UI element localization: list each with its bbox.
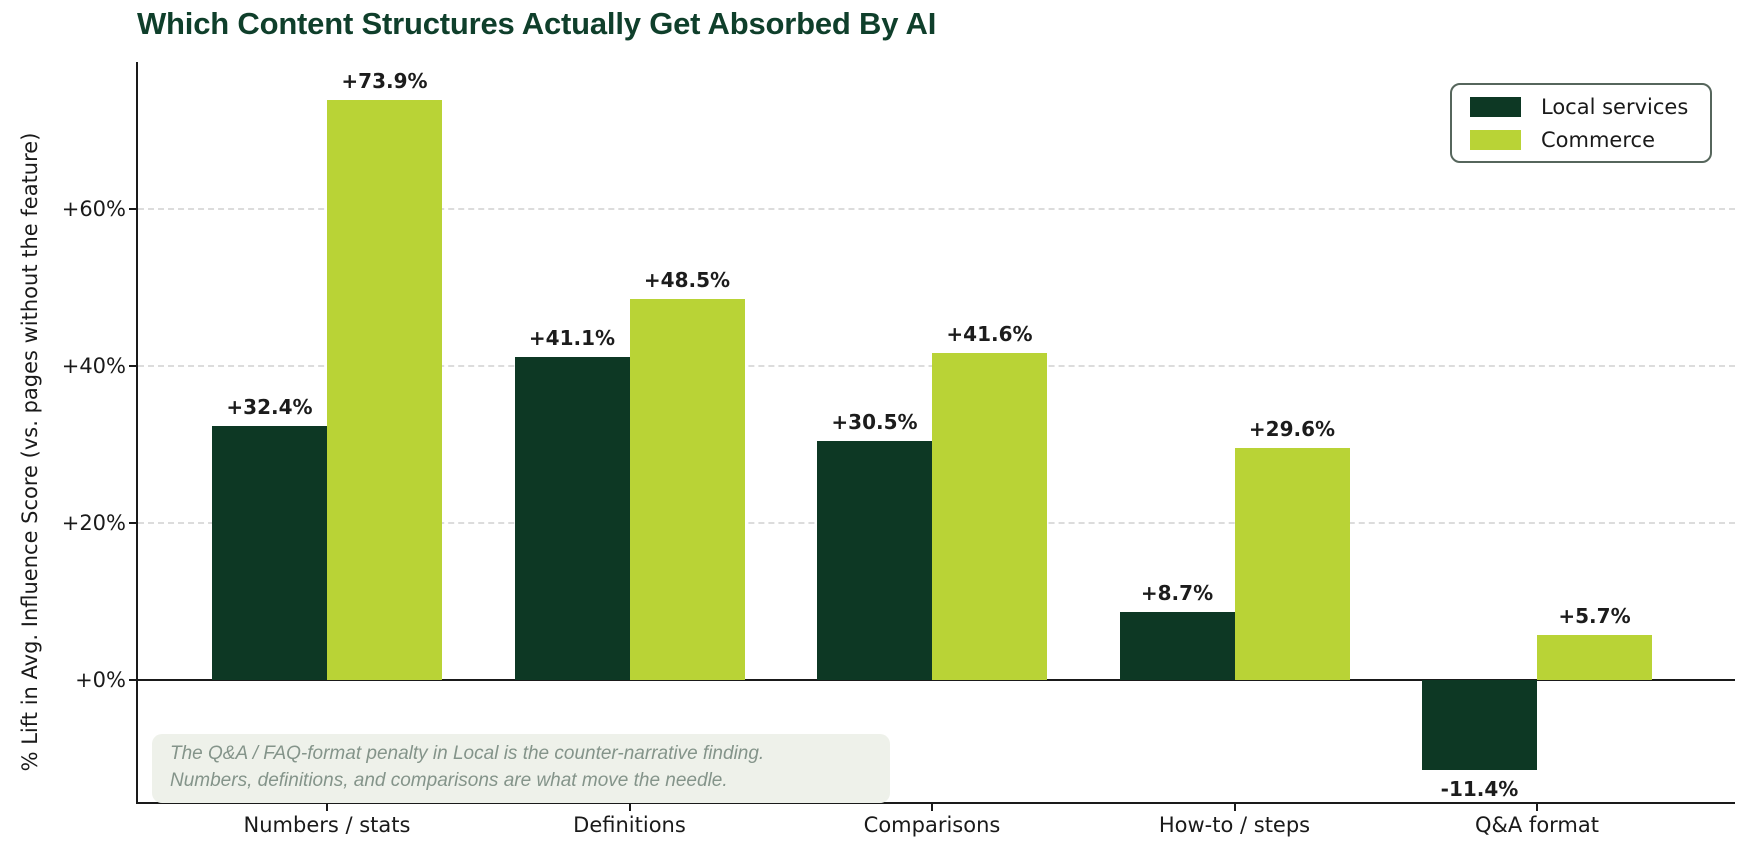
x-tick-label: Q&A format (1474, 813, 1599, 837)
value-label: +30.5% (831, 409, 918, 434)
value-label: +8.7% (1140, 580, 1214, 605)
zero-line (138, 679, 1735, 682)
annotation-box: The Q&A / FAQ-format penalty in Local is… (152, 734, 890, 803)
bar-local-services-2 (817, 440, 932, 681)
bar-local-services-1 (514, 357, 630, 681)
bar-commerce-3 (1234, 447, 1350, 681)
bar-commerce-1 (629, 299, 745, 681)
x-tick (326, 802, 328, 811)
y-tick-label: +60% (61, 196, 126, 221)
x-tick (1233, 802, 1236, 811)
legend-item-local-services: Local services (1470, 95, 1710, 119)
x-tick (931, 802, 933, 811)
bar-local-services-3 (1119, 611, 1235, 681)
value-label: +41.6% (946, 322, 1033, 347)
value-label: +32.4% (226, 394, 313, 419)
y-tick (129, 207, 138, 210)
bar-commerce-2 (932, 353, 1047, 681)
bar-local-services-0 (212, 425, 327, 681)
x-tick (1536, 802, 1538, 811)
x-tick-label: Numbers / stats (243, 813, 411, 837)
y-tick-label: +40% (61, 354, 126, 378)
legend-swatch-commerce (1470, 129, 1521, 150)
bar-commerce-4 (1537, 635, 1652, 681)
x-tick-label: Comparisons (863, 813, 1001, 837)
value-label: +29.6% (1248, 416, 1336, 441)
left-spine (136, 62, 138, 804)
value-label: +48.5% (643, 268, 731, 293)
x-tick-label: How-to / steps (1158, 813, 1311, 837)
value-label: -11.4% (1440, 776, 1519, 801)
value-label: +41.1% (528, 326, 616, 351)
legend-swatch-local-services (1470, 96, 1521, 117)
value-label: +5.7% (1558, 604, 1631, 629)
y-tick (129, 365, 138, 367)
legend-label: Commerce (1541, 127, 1655, 152)
legend: Local services Commerce (1450, 83, 1712, 163)
annotation-line-2: Numbers, definitions, and comparisons ar… (170, 769, 728, 791)
y-tick-label: +20% (61, 511, 126, 536)
annotation-line-1: The Q&A / FAQ-format penalty in Local is… (170, 743, 765, 764)
legend-label: Local services (1541, 94, 1689, 119)
gridline (138, 207, 1735, 210)
y-tick-label: +0% (75, 668, 126, 693)
x-tick-label: Definitions (573, 813, 686, 837)
chart-title: Which Content Structures Actually Get Ab… (137, 6, 937, 41)
legend-item-commerce: Commerce (1470, 128, 1710, 152)
bottom-spine (136, 802, 1735, 804)
bar-local-services-4 (1422, 680, 1537, 770)
bar-commerce-0 (327, 99, 442, 681)
x-tick (628, 802, 631, 811)
value-label: +73.9% (341, 68, 428, 93)
y-tick (129, 522, 138, 525)
y-tick (129, 679, 138, 682)
